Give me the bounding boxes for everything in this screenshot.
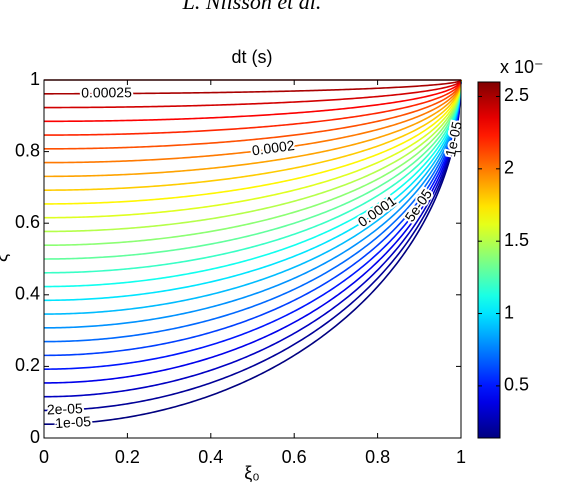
chart-title: dt (s) bbox=[231, 47, 272, 67]
contour-line bbox=[44, 79, 462, 219]
y-tick-label: 0 bbox=[30, 427, 40, 447]
contour-line bbox=[44, 79, 462, 260]
contour-line bbox=[44, 79, 462, 288]
x-tick-label: 1 bbox=[456, 447, 466, 467]
contour-line bbox=[44, 79, 462, 426]
x-tick-label: 0 bbox=[39, 447, 49, 467]
contour-label: 0.00025 bbox=[81, 84, 132, 100]
y-tick-label: 0.8 bbox=[15, 140, 40, 160]
contour-line bbox=[44, 79, 462, 384]
contour-line bbox=[44, 79, 462, 150]
contour-line bbox=[43, 79, 462, 329]
contour-line bbox=[44, 79, 462, 233]
y-axis-label: ξ bbox=[0, 254, 11, 262]
contour-line bbox=[44, 79, 462, 205]
page-header: L. Nilsson et al. bbox=[182, 0, 322, 14]
contour-line bbox=[44, 79, 462, 357]
contour-line bbox=[44, 79, 462, 191]
colorbar-tick-label: 1 bbox=[504, 302, 514, 322]
y-tick-label: 0.2 bbox=[15, 355, 40, 375]
x-axis-label: ξ₀ bbox=[244, 463, 260, 483]
contour-line bbox=[43, 79, 462, 164]
contour-line bbox=[44, 79, 462, 247]
contour-line bbox=[44, 79, 462, 109]
contour-line bbox=[44, 79, 462, 178]
contour-line bbox=[44, 79, 462, 136]
contour-line bbox=[44, 79, 462, 274]
contour-line bbox=[44, 79, 462, 370]
colorbar-tick-label: 0.5 bbox=[504, 375, 529, 395]
contour-line bbox=[44, 79, 462, 398]
colorbar-tick-label: 2.5 bbox=[504, 85, 529, 105]
colorbar-tick-label: 1.5 bbox=[504, 230, 529, 250]
x-tick-label: 0.6 bbox=[282, 447, 307, 467]
contour-line bbox=[44, 79, 462, 95]
contour-line bbox=[44, 79, 462, 412]
colorbar bbox=[477, 81, 501, 439]
contour-line bbox=[43, 79, 462, 315]
colorbar-tick-label: 2 bbox=[504, 158, 514, 178]
contour-label: 2e-05 bbox=[47, 400, 84, 417]
x-tick-label: 0.4 bbox=[198, 447, 223, 467]
x-tick-label: 0.8 bbox=[365, 447, 390, 467]
contour-label: 0.0002 bbox=[251, 137, 296, 158]
contour-label: 1e-05 bbox=[55, 413, 92, 431]
plot-frame bbox=[43, 79, 462, 439]
y-tick-label: 0.4 bbox=[15, 284, 40, 304]
y-tick-label: 1 bbox=[30, 69, 40, 89]
contour-line bbox=[43, 79, 462, 302]
contour-line bbox=[44, 79, 462, 123]
colorbar-label: x 10⁻ bbox=[500, 57, 544, 77]
y-tick-label: 0.6 bbox=[15, 212, 40, 232]
contour-line bbox=[43, 79, 462, 343]
x-tick-label: 0.2 bbox=[115, 447, 140, 467]
